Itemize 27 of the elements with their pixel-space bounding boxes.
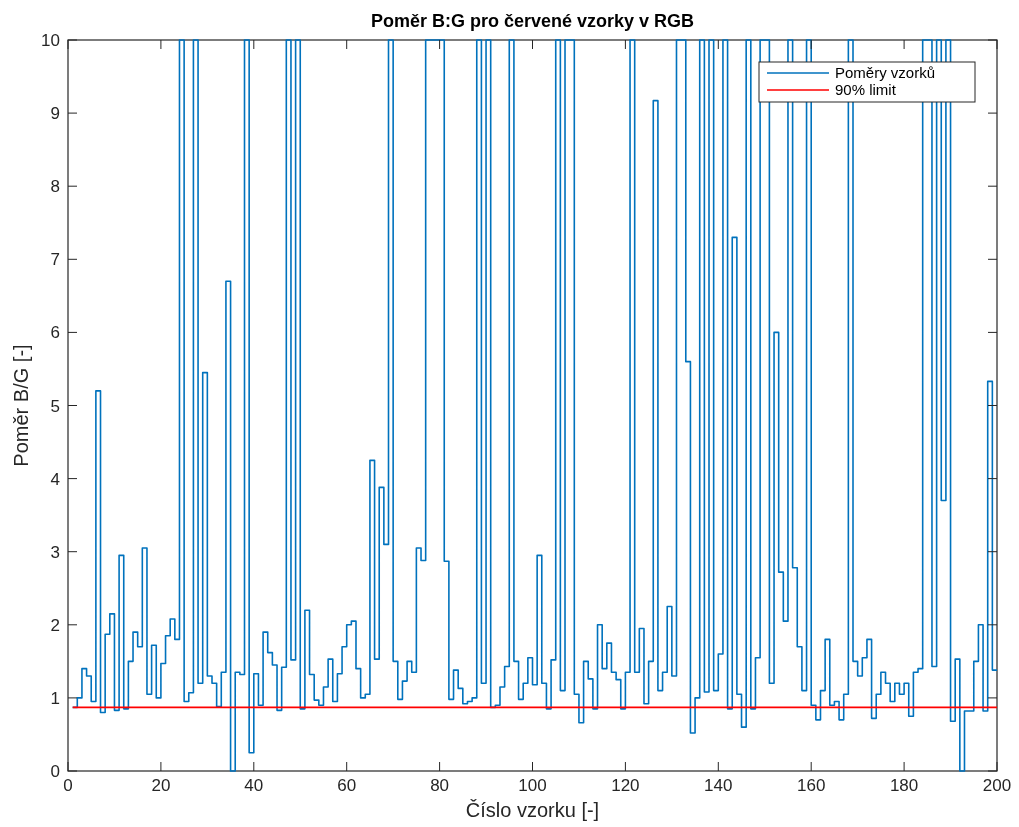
- x-tick-label: 0: [63, 776, 73, 795]
- x-tick-label: 120: [611, 776, 640, 795]
- x-tick-label: 80: [430, 776, 450, 795]
- y-tick-label: 10: [41, 31, 60, 50]
- y-tick-label: 6: [50, 323, 60, 343]
- x-tick-label: 100: [518, 776, 547, 795]
- x-axis-title: Číslo vzorku [-]: [465, 799, 600, 821]
- y-tick-label: 4: [50, 469, 60, 489]
- x-tick-label: 40: [244, 776, 264, 795]
- chart-title: Poměr B:G pro červené vzorky v RGB: [370, 11, 695, 31]
- legend-label: Poměry vzorků: [835, 64, 936, 81]
- y-tick-label: 0: [50, 762, 60, 781]
- y-tick-label: 3: [50, 542, 60, 562]
- x-tick-label: 200: [982, 776, 1012, 795]
- x-tick-label: 20: [151, 776, 171, 795]
- y-tick-label: 7: [50, 250, 60, 270]
- y-tick-label: 2: [50, 615, 60, 635]
- y-tick-label: 1: [50, 688, 60, 708]
- x-tick-label: 160: [797, 776, 826, 795]
- y-tick-label: 8: [50, 177, 60, 197]
- y-axis-title: Poměr B/G [-]: [10, 344, 32, 467]
- legend-label: 90% limit: [835, 81, 897, 98]
- x-tick-label: 140: [704, 776, 733, 795]
- x-tick-label: 180: [889, 776, 919, 795]
- x-tick-label: 60: [337, 776, 357, 795]
- y-tick-label: 5: [50, 396, 60, 416]
- y-tick-label: 9: [50, 104, 60, 124]
